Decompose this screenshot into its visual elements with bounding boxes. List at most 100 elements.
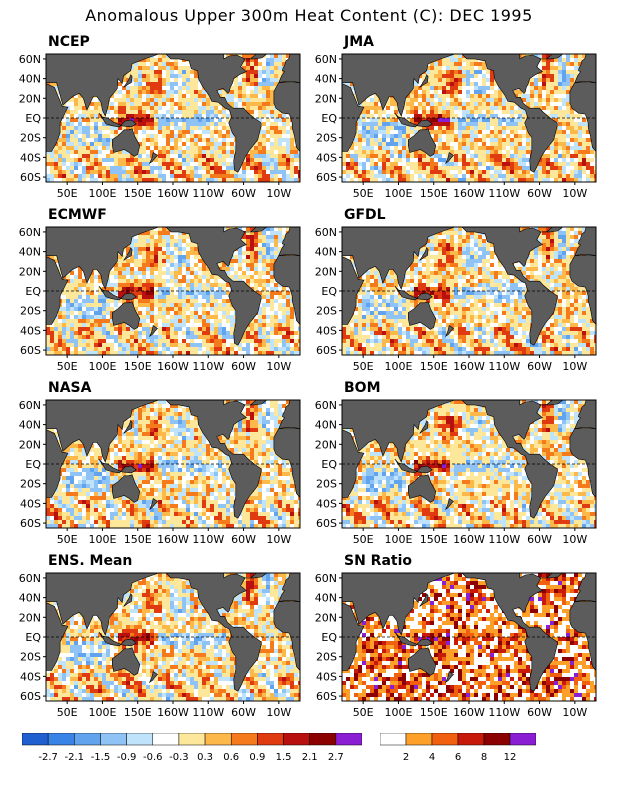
- lat-label: 40S: [20, 324, 41, 337]
- panel-title: SN Ratio: [344, 553, 413, 569]
- lon-label: 100E: [384, 533, 412, 546]
- europe-land: [574, 400, 596, 429]
- america-land: [165, 573, 262, 692]
- lon-label: 60W: [231, 533, 256, 546]
- japan-land: [123, 593, 133, 607]
- westafrica-land: [273, 255, 300, 325]
- lat-label: 60S: [20, 344, 41, 357]
- colorbar-swatch: [126, 733, 154, 746]
- newzealand-land: [149, 325, 158, 338]
- lat-label: 40S: [316, 670, 337, 683]
- lon-label: 150E: [420, 706, 448, 719]
- colorbar-swatch: [100, 733, 127, 746]
- lon-label: 160W: [453, 360, 485, 373]
- europe-land: [574, 573, 596, 602]
- lon-label: 10W: [266, 706, 291, 719]
- lon-label: 100E: [384, 360, 412, 373]
- lon-label: 100E: [88, 360, 116, 373]
- japan-land: [123, 247, 133, 261]
- colorbar-label: 0.6: [223, 752, 240, 763]
- colorbar-label: 0.9: [249, 752, 266, 763]
- lon-label: 60W: [231, 706, 256, 719]
- lat-label: 60N: [19, 399, 41, 412]
- lat-label: 40S: [316, 324, 337, 337]
- lat-label: 40S: [20, 497, 41, 510]
- greenland-land: [539, 54, 564, 60]
- lat-label: 20N: [19, 265, 41, 278]
- eurasia-land: [342, 54, 455, 117]
- panel-title: ECMWF: [48, 207, 107, 223]
- panel-title: BOM: [344, 380, 381, 396]
- westafrica-land: [569, 255, 596, 325]
- eurasia-land: [46, 573, 159, 636]
- eurasia-land: [46, 227, 159, 290]
- lon-label: 60W: [231, 187, 256, 200]
- eurasia-land: [46, 400, 159, 463]
- europe-land: [574, 227, 596, 256]
- lat-label: 40N: [19, 73, 41, 86]
- lon-label: 60W: [527, 360, 552, 373]
- colorbar-label: -2.1: [64, 752, 85, 763]
- australia-land: [112, 301, 141, 330]
- america-land: [165, 400, 262, 519]
- lon-label: 110W: [192, 706, 224, 719]
- africa-land: [342, 429, 365, 498]
- lon-label: 50E: [57, 706, 78, 719]
- lon-label: 50E: [57, 533, 78, 546]
- colorbar-swatch: [152, 733, 180, 746]
- westafrica-land: [569, 428, 596, 498]
- lon-label: 10W: [266, 360, 291, 373]
- greenland-land: [243, 400, 268, 406]
- lon-label: 160W: [157, 533, 189, 546]
- africa-land: [342, 256, 365, 325]
- lat-label: 60S: [20, 690, 41, 703]
- lat-label: 60N: [19, 226, 41, 239]
- europe-land: [278, 227, 300, 256]
- australia-land: [112, 128, 141, 157]
- eurasia-land: [342, 573, 455, 636]
- japan-land: [419, 247, 429, 261]
- colorbar-label: -1.5: [90, 752, 111, 763]
- lat-label: 60S: [20, 517, 41, 530]
- lon-label: 110W: [488, 706, 520, 719]
- colorbar-swatch: [74, 733, 101, 746]
- heat-content-field: [46, 400, 300, 528]
- map-plot: 60N 40N 20N EQ 20S 40S 60S 50E 100E 150E 160W 110W 6…: [19, 399, 301, 546]
- map-plot: 60N 40N 20N EQ 20S 40S 60S 50E 100E 150E 160W 110W 6…: [19, 226, 301, 373]
- panel-title: NASA: [48, 380, 92, 396]
- colorbar-label: 4: [428, 752, 436, 763]
- japan-land: [419, 420, 429, 434]
- lon-label: 10W: [562, 533, 587, 546]
- colorbar-label: -0.3: [169, 752, 189, 763]
- colorbar-swatch: [380, 733, 407, 746]
- australia-land: [408, 647, 437, 676]
- newzealand-land: [445, 498, 454, 511]
- eurasia-land: [342, 227, 455, 290]
- lat-label: EQ: [321, 285, 337, 298]
- lat-label: 40N: [315, 73, 337, 86]
- lat-label: 60N: [315, 572, 337, 585]
- lat-label: 40N: [19, 246, 41, 259]
- lon-label: 10W: [562, 187, 587, 200]
- lat-label: 20S: [316, 132, 337, 145]
- america-land: [165, 54, 262, 173]
- panel-title: JMA: [344, 34, 374, 50]
- japan-land: [419, 74, 429, 88]
- america-land: [461, 400, 558, 519]
- map-panel: NASA 60N 40N 20N EQ 20S 40S 60S 50E 100E 150E 160W 1…: [2, 380, 302, 552]
- colorbar-swatch: [309, 733, 337, 746]
- colorbar-label: -2.7: [38, 752, 58, 763]
- panel-title: GFDL: [344, 207, 386, 223]
- colorbar-swatch: [283, 733, 310, 746]
- europe-land: [278, 400, 300, 429]
- lon-label: 100E: [88, 706, 116, 719]
- map-plot: 60N 40N 20N EQ 20S 40S 60S 50E 100E 150E 160W 110W 6…: [315, 53, 597, 200]
- westafrica-land: [273, 601, 300, 671]
- australia-land: [408, 474, 437, 503]
- lon-label: 160W: [453, 187, 485, 200]
- lon-label: 50E: [353, 187, 374, 200]
- panel-title: NCEP: [48, 34, 90, 50]
- westafrica-land: [273, 428, 300, 498]
- map-panel: GFDL 60N 40N 20N EQ 20S 40S 60S 50E 100E 150E 160W 1…: [298, 207, 598, 379]
- newzealand-land: [445, 325, 454, 338]
